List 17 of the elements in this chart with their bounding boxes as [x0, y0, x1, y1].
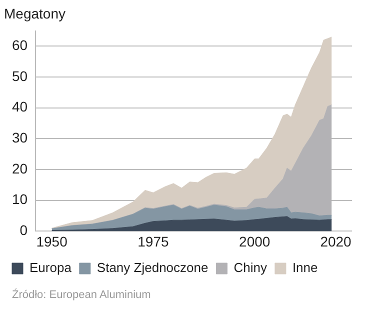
y-axis-title: Megatony — [4, 5, 66, 22]
y-tick-label: 40 — [12, 98, 28, 115]
legend-label: Chiny — [234, 260, 268, 276]
y-tick-label: 50 — [12, 68, 28, 84]
legend-label: Europa — [30, 260, 72, 276]
legend-label: Stany Zjednoczone — [96, 260, 208, 276]
x-tick-label: 2000 — [239, 233, 270, 250]
legend-label: Inne — [292, 260, 318, 276]
x-tick-label: 1975 — [138, 233, 169, 250]
x-tick-label: 2020 — [320, 233, 352, 250]
y-tick-label: 0 — [20, 222, 28, 238]
x-tick-label: 1950 — [36, 233, 68, 250]
y-tick-label: 20 — [12, 160, 28, 176]
y-tick-label: 30 — [12, 130, 28, 146]
text: Źródło: European Aluminium — [12, 289, 152, 301]
y-tick-label: 10 — [12, 191, 28, 208]
y-tick-label: 60 — [12, 37, 28, 54]
